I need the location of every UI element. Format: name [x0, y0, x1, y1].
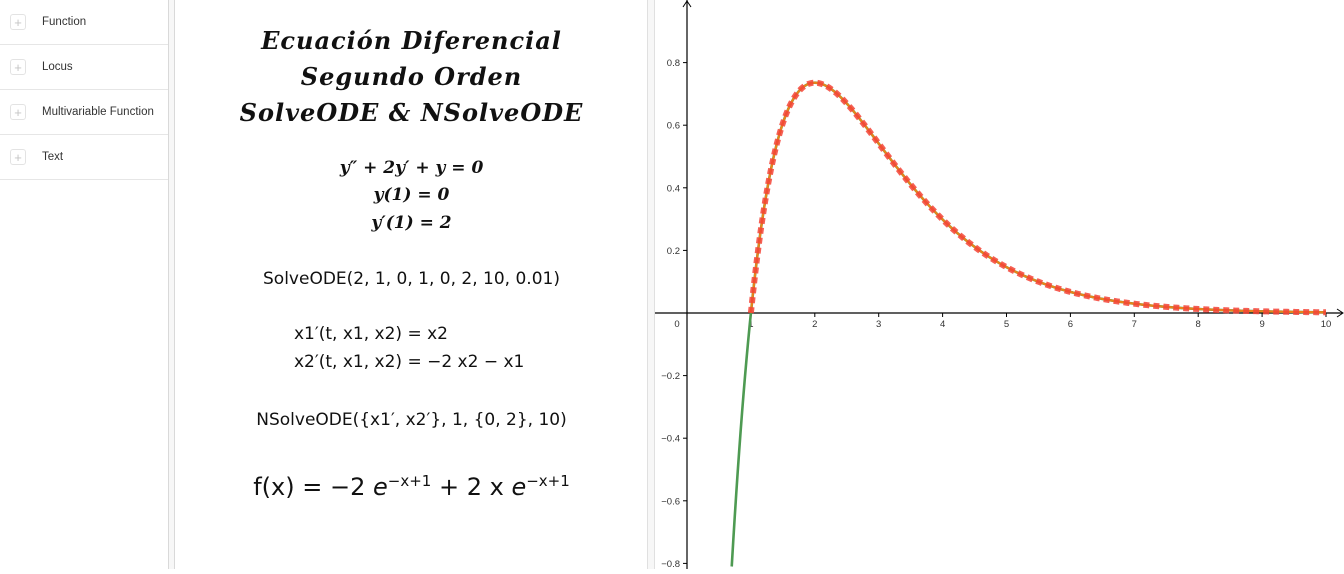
sidebar-item-locus[interactable]: + Locus [0, 45, 168, 90]
text-graphics-view[interactable]: Ecuación Diferencial Segundo Orden Solve… [176, 0, 647, 569]
svg-text:8: 8 [1196, 319, 1201, 330]
sidebar-item-multivariable-function[interactable]: + Multivariable Function [0, 90, 168, 135]
solveode-curve[interactable] [749, 81, 1327, 314]
sidebar-item-label: Locus [42, 61, 73, 73]
nsolveode-curve[interactable] [747, 79, 1327, 316]
sidebar-item-label: Function [42, 16, 87, 28]
initial-condition-yprime: y′(1) = 2 [371, 213, 452, 233]
svg-text:9: 9 [1259, 319, 1264, 330]
function-curve[interactable] [730, 81, 1327, 567]
curves [730, 79, 1327, 567]
svg-text:−0.6: −0.6 [661, 496, 680, 507]
solution-formula: f(x) = −2 e−x+1 + 2 x e−x+1 [253, 472, 570, 501]
svg-text:6: 6 [1068, 319, 1073, 330]
panel-divider[interactable] [168, 0, 175, 569]
axes: 0 1 2 3 4 5 6 7 8 9 10−0.8−0.6−0.4−0.20.20.40.60.8 [655, 0, 1344, 570]
title-line-3: SolveODE & NSolveODE [239, 98, 584, 127]
sidebar-item-label: Multivariable Function [42, 106, 154, 118]
ode-equation: y″ + 2y′ + y = 0 [339, 158, 484, 178]
svg-text:0.8: 0.8 [667, 58, 680, 69]
solveode-command: SolveODE(2, 1, 0, 1, 0, 2, 10, 0.01) [263, 269, 560, 289]
svg-text:2: 2 [812, 319, 817, 330]
svg-text:5: 5 [1004, 319, 1009, 330]
svg-text:−0.4: −0.4 [661, 434, 680, 445]
plus-icon[interactable]: + [10, 59, 26, 75]
svg-text:7: 7 [1132, 319, 1137, 330]
system-equation-1: x1′(t, x1, x2) = x2 [294, 324, 448, 344]
svg-text:3: 3 [876, 319, 881, 330]
system-equation-2: x2′(t, x1, x2) = −2 x2 − x1 [294, 352, 525, 372]
svg-text:−0.8: −0.8 [661, 559, 680, 569]
svg-text:4: 4 [940, 319, 945, 330]
svg-text:−0.2: −0.2 [661, 371, 680, 382]
view-divider[interactable] [647, 0, 655, 569]
svg-text:0.2: 0.2 [667, 246, 680, 257]
algebra-sidebar: + Function + Locus + Multivariable Funct… [0, 0, 168, 569]
title-line-2: Segundo Orden [300, 62, 523, 91]
nsolveode-command: NSolveODE({x1′, x2′}, 1, {0, 2}, 10) [256, 410, 567, 430]
initial-condition-y: y(1) = 0 [373, 185, 450, 205]
plus-icon[interactable]: + [10, 14, 26, 30]
plot-canvas[interactable]: 0 1 2 3 4 5 6 7 8 9 10−0.8−0.6−0.4−0.20.20.40.60.8 [655, 0, 1344, 570]
title-line-1: Ecuación Diferencial [261, 26, 562, 55]
graphics-view[interactable]: 0 1 2 3 4 5 6 7 8 9 10 −0.8 −0.6 −0.4 −0.2 0.2 0.4 0.6 0.8 [655, 0, 1344, 570]
sidebar-item-text[interactable]: + Text [0, 135, 168, 180]
plus-icon[interactable]: + [10, 149, 26, 165]
svg-text:0.4: 0.4 [667, 183, 680, 194]
sidebar-item-function[interactable]: + Function [0, 0, 168, 45]
sidebar-item-label: Text [42, 151, 64, 163]
svg-text:0: 0 [674, 319, 679, 330]
plus-icon[interactable]: + [10, 104, 26, 120]
svg-text:0.6: 0.6 [667, 121, 680, 132]
svg-text:10: 10 [1321, 319, 1332, 330]
